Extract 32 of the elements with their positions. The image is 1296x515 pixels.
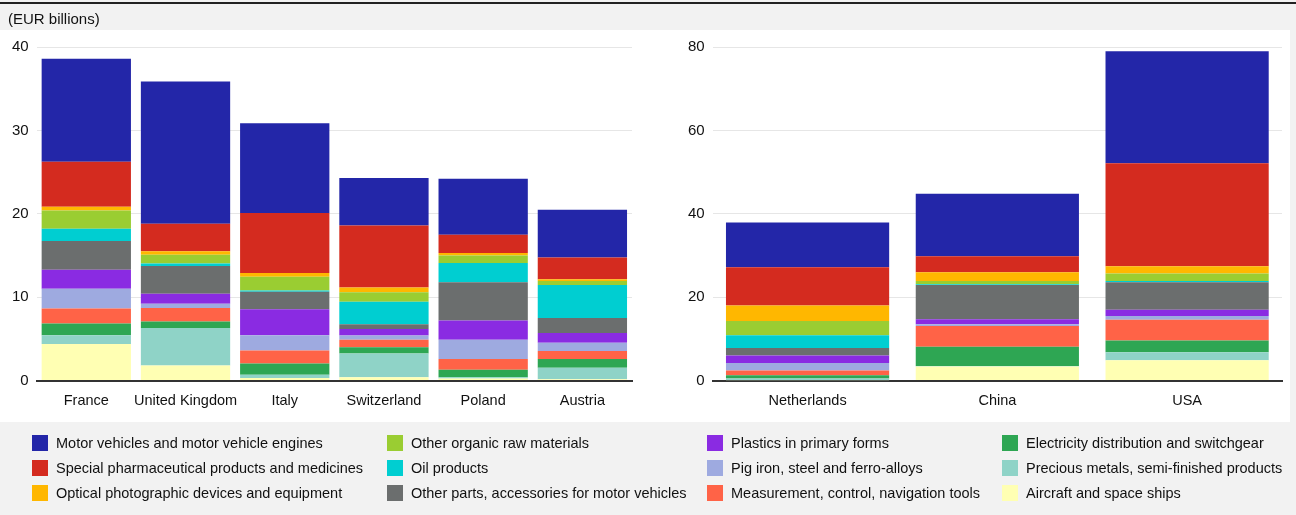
x-tick-label: USA <box>1172 392 1203 409</box>
y-tick-label: 10 <box>12 287 29 305</box>
x-tick-label: Switzerland <box>346 392 422 409</box>
legend-label: Oil products <box>411 459 489 476</box>
legend-label: Plastics in primary forms <box>731 434 889 451</box>
legend-label: Aircraft and space ships <box>1026 484 1181 501</box>
x-tick-label: Poland <box>460 392 506 409</box>
legend-label: Measurement, control, navigation tools <box>731 484 981 501</box>
x-tick-label: Austria <box>559 392 606 409</box>
y-tick-label: 0 <box>696 370 705 388</box>
legend-label: Electricity distribution and switchgear <box>1026 434 1264 451</box>
legend-label: Other parts, accessories for motor vehicles <box>411 484 687 501</box>
x-tick-label: China <box>978 392 1018 409</box>
legend-label: Precious metals, semi-finished products <box>1026 459 1283 476</box>
y-tick-label: 20 <box>12 203 29 221</box>
y-tick-label: 30 <box>12 120 29 138</box>
y-tick-label: 40 <box>12 37 29 55</box>
y-tick-label: 40 <box>688 203 705 221</box>
x-tick-label: France <box>63 392 109 409</box>
legend-label: Pig iron, steel and ferro-alloys <box>731 459 923 476</box>
x-tick-label: Netherlands <box>768 392 847 409</box>
y-axis-title: (EUR billions) <box>8 10 100 27</box>
y-tick-label: 20 <box>688 287 705 305</box>
x-tick-label: United Kingdom <box>133 392 238 409</box>
legend-label: Motor vehicles and motor vehicle engines <box>56 434 323 451</box>
legend-label: Optical photographic devices and equipment <box>56 484 343 501</box>
x-tick-label: Italy <box>271 392 299 409</box>
legend-label: Special pharmaceutical products and medicines <box>56 459 364 476</box>
y-tick-label: 60 <box>688 120 705 138</box>
y-tick-label: 80 <box>688 37 705 55</box>
legend-label: Other organic raw materials <box>411 434 590 451</box>
y-tick-label: 0 <box>20 370 29 388</box>
